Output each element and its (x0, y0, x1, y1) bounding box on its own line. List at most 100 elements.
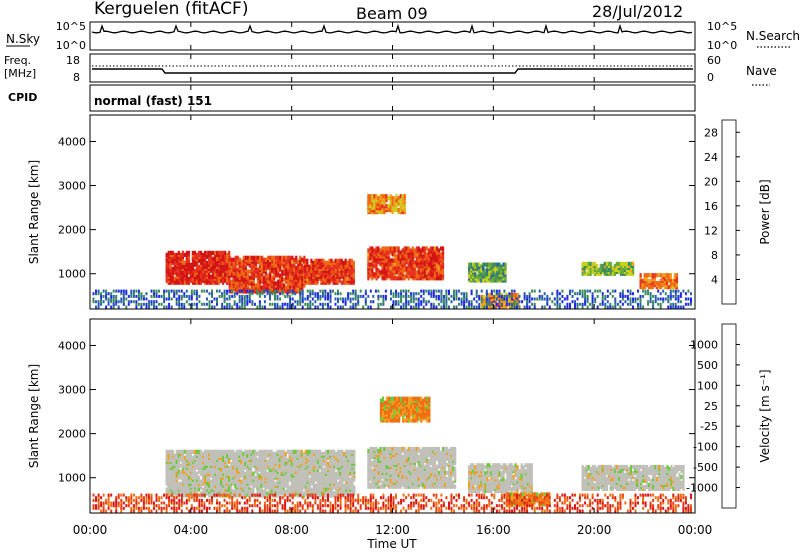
velocity-cell (193, 465, 197, 470)
power-clutter-cell (425, 289, 428, 293)
power-clutter-cell (175, 300, 178, 304)
velocity-cell (216, 481, 219, 486)
velocity-cell (228, 485, 231, 490)
power-cell (212, 272, 215, 277)
power-clutter-cell (347, 294, 350, 298)
velocity-cell (234, 451, 237, 456)
power-cell (293, 263, 296, 268)
power-cell (256, 275, 260, 280)
power-clutter-cell (533, 297, 536, 301)
power-cell (314, 258, 317, 263)
power-cell (185, 250, 188, 255)
power-clutter-cell (324, 302, 327, 306)
velocity-cell (171, 457, 174, 462)
velocity-cell (193, 461, 197, 466)
power-cell (583, 261, 586, 266)
velocity-cell (278, 477, 281, 482)
power-cell (330, 258, 333, 263)
power-clutter-cell (291, 302, 294, 306)
power-clutter-cell (442, 297, 445, 301)
power-clutter-cell (115, 294, 118, 298)
power-clutter-cell (362, 305, 365, 309)
power-cell (630, 261, 633, 266)
power-cell (169, 256, 172, 261)
velocity-cell (296, 453, 299, 458)
power-cell (240, 259, 243, 264)
power-cell (669, 273, 672, 278)
power-cell (488, 292, 491, 298)
velocity-cell (329, 449, 332, 454)
power-clutter-cell (354, 289, 357, 293)
power-cell (589, 271, 592, 276)
power-clutter-cell (211, 305, 213, 309)
power-clutter-cell (614, 302, 617, 306)
power-clutter-cell (289, 289, 292, 293)
power-clutter-cell (135, 300, 138, 304)
power-cell (306, 262, 309, 267)
velocity-cell (296, 449, 299, 454)
power-clutter-cell (95, 305, 97, 309)
power-clutter-cell (107, 297, 110, 301)
power-clutter-cell (649, 294, 652, 298)
power-cell (433, 256, 436, 261)
power-clutter-cell (556, 297, 559, 301)
power-clutter-cell (584, 289, 587, 293)
power-clutter-cell (148, 305, 150, 309)
power-clutter-cell (437, 302, 440, 306)
power-cell (484, 262, 487, 267)
power-clutter-cell (546, 300, 549, 304)
power-cell (393, 272, 396, 277)
power-cell (435, 246, 439, 251)
power-cell (326, 260, 329, 265)
freq-unit-label: [MHz] (4, 67, 36, 80)
velocity-cell (195, 457, 199, 462)
power-clutter-cell (377, 289, 380, 293)
power-clutter-cell (621, 302, 624, 306)
velocity-cell (206, 469, 209, 474)
power-cell (279, 255, 282, 260)
power-clutter-cell (122, 294, 125, 298)
velocity-cell (258, 449, 261, 454)
power-clutter-cell (629, 289, 632, 293)
velocity-cell (230, 453, 233, 458)
power-clutter-cell (190, 292, 193, 296)
power-clutter-cell (508, 302, 511, 306)
power-clutter-cell (95, 292, 97, 296)
power-clutter-cell (183, 292, 186, 296)
power-clutter-cell (513, 300, 516, 304)
power-cell (210, 250, 213, 255)
power-clutter-cell (624, 300, 627, 304)
velocity-cell (294, 467, 297, 472)
power-clutter-cell (609, 305, 612, 309)
power-clutter-cell (218, 289, 221, 293)
power-clutter-cell (274, 297, 276, 301)
power-cell (348, 268, 351, 273)
power-cell (277, 255, 280, 260)
power-cell (427, 262, 430, 267)
power-cell (246, 269, 249, 274)
power-clutter-cell (367, 305, 370, 309)
power-cell (649, 273, 652, 278)
power-clutter-cell (684, 297, 687, 301)
power-cell (283, 269, 286, 274)
power-cell (421, 258, 424, 263)
power-clutter-cell (500, 294, 503, 298)
power-clutter-cell (241, 302, 244, 306)
velocity-cell (208, 449, 211, 454)
power-cell (377, 268, 380, 273)
velocity-cell (284, 477, 287, 482)
power-cell (474, 262, 477, 267)
power-cell (395, 246, 398, 251)
power-clutter-cell (498, 294, 501, 298)
velocity-cell (272, 451, 275, 456)
power-clutter-cell (291, 292, 294, 296)
power-clutter-cell (115, 300, 118, 304)
power-clutter-cell (158, 294, 161, 298)
power-clutter-cell (246, 289, 249, 293)
power-clutter-cell (435, 294, 438, 298)
power-clutter-cell (589, 289, 592, 293)
power-cell (216, 268, 219, 273)
velocity-cell (248, 471, 251, 476)
power-clutter-cell (231, 289, 234, 293)
power-clutter-cell (178, 300, 181, 304)
